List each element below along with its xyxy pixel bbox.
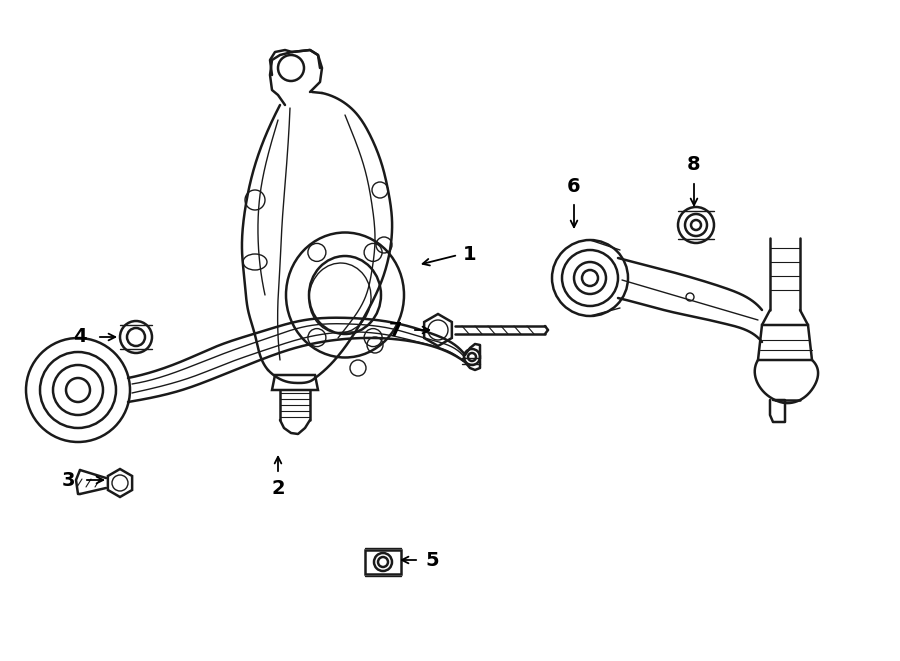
Polygon shape — [108, 469, 132, 497]
Text: 8: 8 — [688, 155, 701, 175]
Text: 7: 7 — [388, 321, 401, 340]
Polygon shape — [365, 550, 401, 574]
Circle shape — [678, 207, 714, 243]
Text: 4: 4 — [73, 327, 86, 346]
Text: 1: 1 — [464, 245, 477, 264]
Text: 2: 2 — [271, 479, 284, 498]
Circle shape — [120, 321, 152, 353]
Circle shape — [552, 240, 628, 316]
Polygon shape — [758, 325, 812, 360]
Text: 5: 5 — [425, 551, 439, 570]
Polygon shape — [272, 375, 318, 390]
Polygon shape — [424, 314, 452, 346]
Text: 3: 3 — [61, 471, 75, 490]
Text: 6: 6 — [567, 176, 580, 196]
